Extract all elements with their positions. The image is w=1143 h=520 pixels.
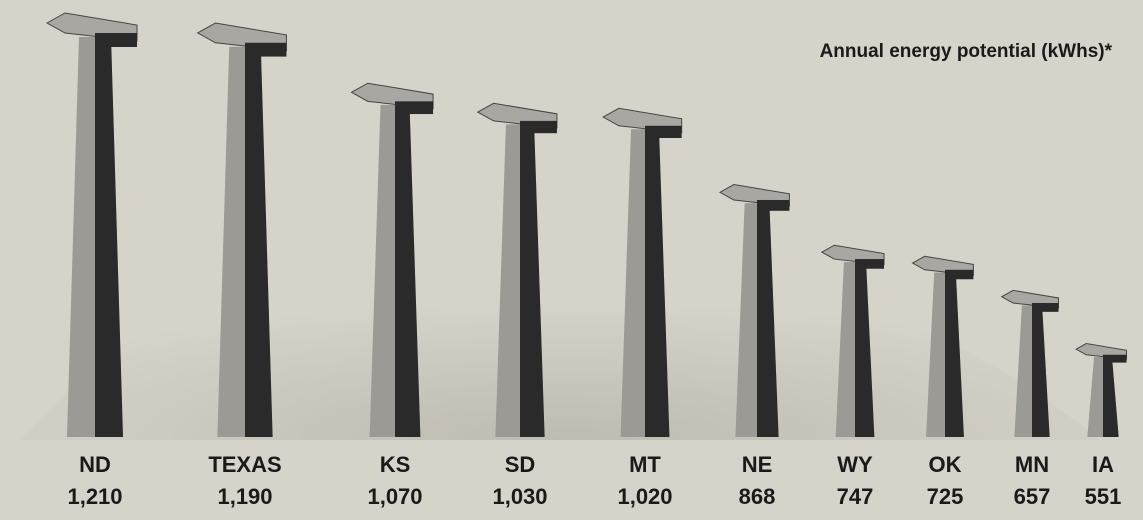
category-label: MN: [1015, 452, 1049, 477]
nacelle-shade: [520, 121, 557, 133]
category-label: TEXAS: [208, 452, 281, 477]
category-label: IA: [1092, 452, 1114, 477]
nacelle-shade: [645, 126, 682, 138]
category-label: KS: [380, 452, 411, 477]
value-label: 1,210: [67, 484, 122, 509]
category-label: OK: [929, 452, 962, 477]
category-label: NE: [742, 452, 773, 477]
nacelle-shade: [245, 43, 286, 57]
value-label: 725: [927, 484, 964, 509]
category-label: MT: [629, 452, 661, 477]
nacelle-shade: [757, 200, 789, 211]
category-label: ND: [79, 452, 111, 477]
nacelle-shade: [95, 33, 137, 47]
nacelle-shade: [855, 259, 884, 269]
value-label: 747: [837, 484, 874, 509]
value-label: 1,070: [367, 484, 422, 509]
value-label: 551: [1085, 484, 1122, 509]
nacelle-shade: [1032, 303, 1058, 312]
category-label: SD: [505, 452, 536, 477]
nacelle-shade: [945, 270, 973, 279]
value-label: 1,030: [492, 484, 547, 509]
value-label: 1,190: [217, 484, 272, 509]
value-label: 868: [739, 484, 776, 509]
value-label: 657: [1014, 484, 1051, 509]
chart-title: Annual energy potential (kWhs)*: [820, 41, 1113, 62]
category-label: WY: [837, 452, 873, 477]
chart: Annual energy potential (kWhs)* ND 1,210 T…: [0, 0, 1143, 520]
nacelle-shade: [1103, 355, 1127, 363]
value-label: 1,020: [617, 484, 672, 509]
nacelle-shade: [395, 101, 433, 114]
